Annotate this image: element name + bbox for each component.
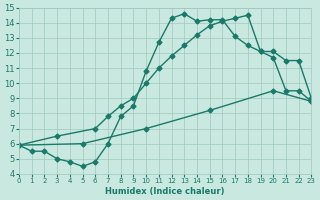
X-axis label: Humidex (Indice chaleur): Humidex (Indice chaleur) [105, 187, 225, 196]
